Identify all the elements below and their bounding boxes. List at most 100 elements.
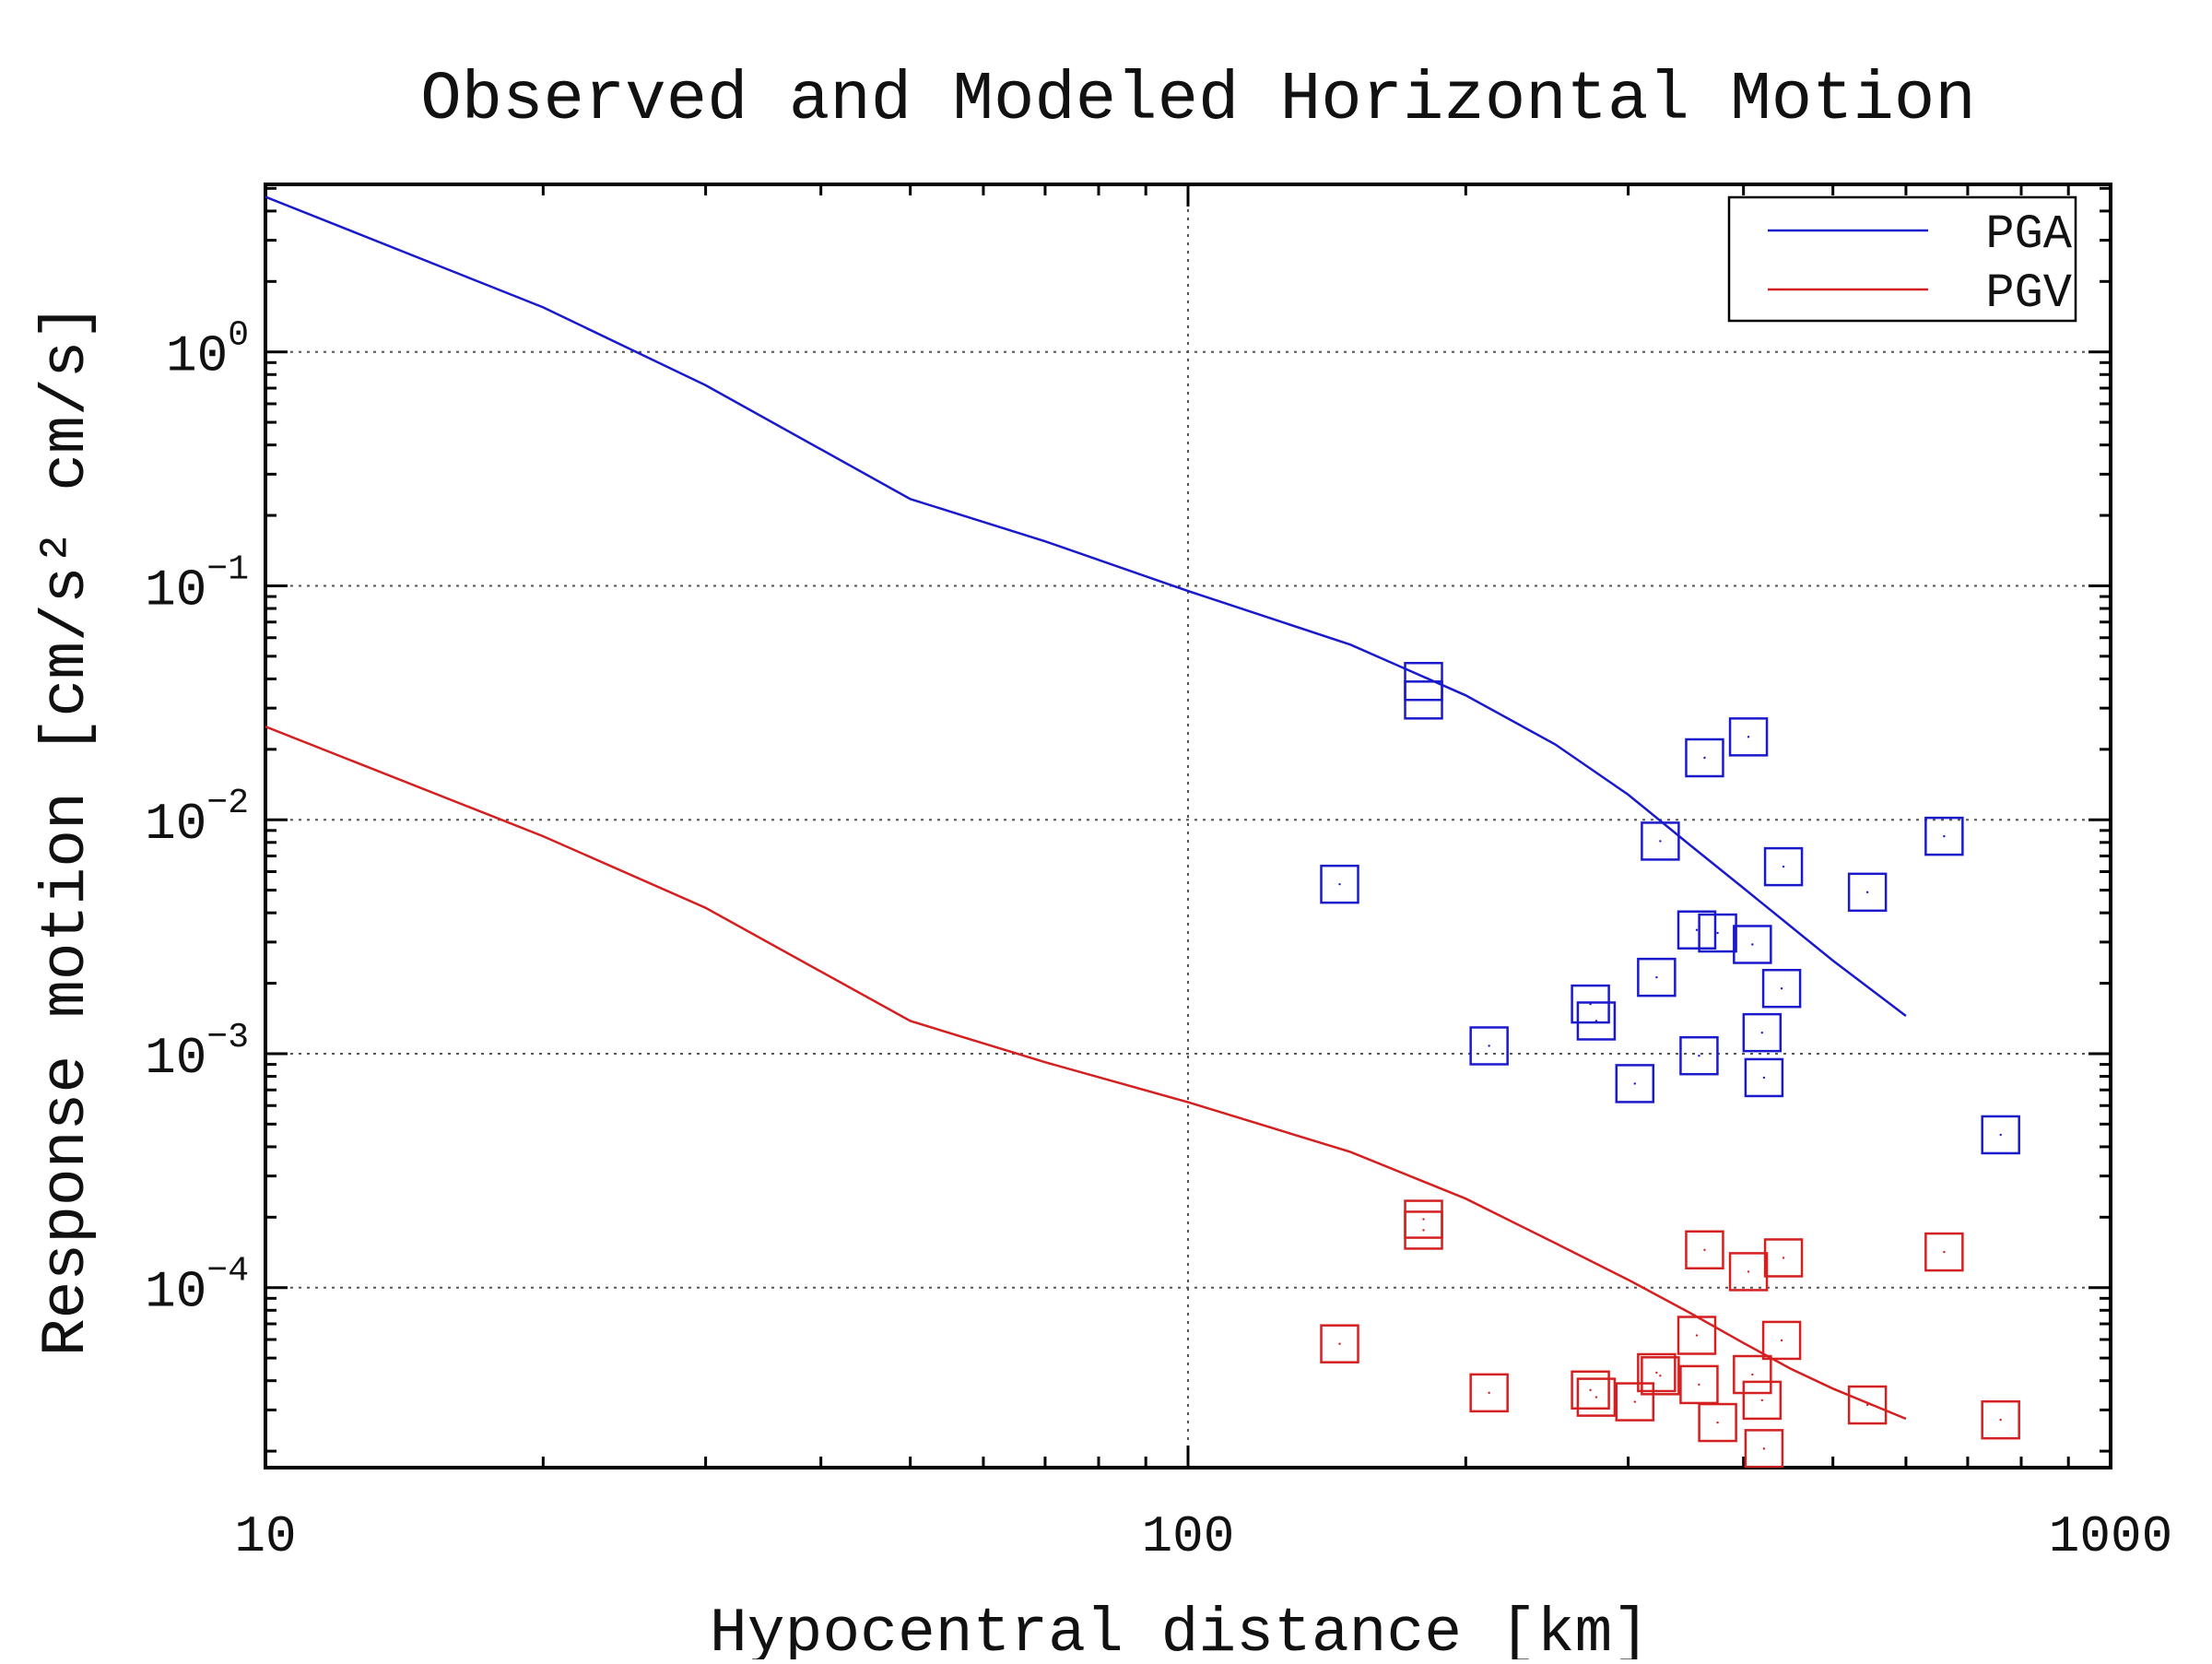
pga-observed-marker-dot — [1422, 699, 1425, 702]
pga-observed-marker-dot — [1865, 891, 1869, 894]
pgv-observed-marker — [1641, 1356, 1680, 1396]
pgv-observed-marker-dot — [1762, 1447, 1766, 1450]
pgv-observed-marker-dot — [1589, 1388, 1592, 1391]
pga-observed-marker — [1637, 957, 1677, 997]
pgv-observed-marker — [1733, 1354, 1772, 1395]
pga-observed-marker-dot — [1594, 1020, 1598, 1022]
pgv-observed-marker-dot — [1751, 1373, 1754, 1376]
pgv-observed-marker-dot — [1594, 1396, 1598, 1398]
pgv-observed-marker-dot — [1703, 1248, 1706, 1251]
pga-observed-marker — [1924, 816, 1964, 856]
pga-observed-marker-dot — [1999, 1133, 2002, 1137]
pga-observed-marker-dot — [1655, 975, 1658, 979]
pgv-observed-marker-dot — [1760, 1398, 1764, 1402]
pgv-observed-marker-dot — [1999, 1419, 2002, 1422]
pgv-observed-marker-dot — [1782, 1257, 1785, 1259]
pgv-observed-marker-dot — [1747, 1270, 1750, 1273]
pgv-observed-marker — [1847, 1385, 1888, 1425]
y-tick-exponent: −1 — [206, 549, 249, 589]
pga-observed-marker-dot — [1338, 882, 1341, 886]
y-tick-base: 10 — [166, 327, 228, 386]
y-tick-base: 10 — [145, 1029, 206, 1088]
pgv-observed-marker — [1320, 1324, 1359, 1363]
pgv-observed-marker — [1637, 1352, 1677, 1393]
pga-observed-marker — [1320, 864, 1359, 904]
pga-observed-marker-dot — [1762, 1076, 1766, 1080]
pga-observed-marker-dot — [1943, 834, 1946, 838]
series-pgv — [265, 726, 1907, 1421]
series-layer — [265, 195, 2020, 1468]
pgv-observed-marker-dot — [1633, 1400, 1636, 1403]
pgv-observed-marker — [1742, 1380, 1783, 1421]
pgv-observed-marker — [1763, 1238, 1804, 1278]
pga-observed-marker — [1742, 1012, 1783, 1053]
y-tick-exponent: −4 — [206, 1252, 249, 1292]
pga-observed-marker — [1679, 1035, 1719, 1076]
pga-observed-marker-dot — [1747, 736, 1750, 738]
pga-observed-marker — [1404, 680, 1443, 720]
pgv-observed-marker-dot — [1488, 1391, 1490, 1395]
chart-title: Observed and Modeled Horizontal Motion — [420, 62, 1975, 139]
pgv-observed-marker — [1677, 1316, 1717, 1355]
pga-observed-marker-dot — [1760, 1031, 1764, 1034]
pgv-observed-marker — [1404, 1210, 1443, 1250]
pga-observed-marker — [1571, 984, 1610, 1024]
pga-observed-marker — [1677, 910, 1717, 950]
series-pgv-observed — [1320, 1199, 2020, 1468]
legend-label-pga: PGA — [1985, 207, 2072, 262]
pgv-observed-marker-dot — [1698, 1383, 1700, 1387]
pga-observed-marker — [1733, 925, 1772, 964]
pga-observed-marker — [1615, 1064, 1655, 1103]
pga-observed-marker-dot — [1751, 943, 1754, 946]
y-tick-base: 10 — [145, 561, 206, 620]
pgv-line — [265, 726, 1907, 1421]
y-tick-label: 10−1 — [145, 549, 249, 620]
pgv-observed-marker-dot — [1865, 1403, 1869, 1407]
y-tick-exponent: −3 — [206, 1018, 249, 1057]
pga-observed-marker-dot — [1633, 1082, 1636, 1085]
pga-observed-marker — [1698, 913, 1737, 953]
pgv-observed-marker-dot — [1943, 1250, 1946, 1254]
pga-observed-marker — [1847, 872, 1888, 913]
y-tick-label: 10−2 — [145, 784, 249, 854]
pgv-observed-marker-dot — [1422, 1229, 1425, 1232]
y-tick-exponent: 0 — [228, 316, 249, 356]
y-tick-base: 10 — [145, 1263, 206, 1322]
pgv-observed-marker — [1576, 1377, 1617, 1417]
pgv-observed-marker — [1744, 1429, 1784, 1468]
grid — [265, 184, 2111, 1468]
pga-observed-marker-dot — [1716, 931, 1719, 935]
pgv-observed-marker — [1685, 1230, 1724, 1270]
x-tick-label: 10 — [234, 1507, 296, 1566]
pga-observed-marker — [1763, 846, 1804, 887]
pgv-observed-marker-dot — [1695, 1334, 1699, 1337]
pga-observed-marker — [1744, 1057, 1784, 1098]
pga-observed-marker — [1641, 821, 1680, 861]
pgv-observed-marker-dot — [1655, 1371, 1658, 1375]
pga-observed-marker-dot — [1695, 928, 1699, 931]
x-axis-label: Hypocentral distance [km] — [710, 1599, 1650, 1659]
x-tick-label: 1000 — [2049, 1507, 2172, 1566]
pgv-observed-marker — [1728, 1252, 1769, 1292]
pga-observed-marker-dot — [1488, 1044, 1490, 1047]
pga-observed-marker-dot — [1782, 865, 1785, 868]
pgv-observed-marker — [1698, 1402, 1737, 1443]
pga-observed-marker — [1576, 1001, 1617, 1041]
pga-observed-marker — [1981, 1115, 2020, 1155]
pga-observed-marker-dot — [1698, 1054, 1700, 1057]
pga-observed-marker — [1685, 738, 1724, 778]
pgv-observed-marker — [1615, 1382, 1655, 1422]
legend-box — [1727, 195, 2077, 323]
y-axis-label: Response motion [cm/s² cm/s] — [31, 303, 102, 1357]
y-tick-label: 10−4 — [145, 1252, 249, 1322]
legend-label-pgv: PGV — [1985, 266, 2072, 321]
pgv-observed-marker-dot — [1716, 1421, 1719, 1424]
pgv-observed-marker-dot — [1780, 1339, 1783, 1342]
pgv-observed-marker — [1571, 1370, 1610, 1410]
x-tick-label: 100 — [1142, 1507, 1235, 1566]
pgv-observed-marker-dot — [1422, 1218, 1425, 1221]
